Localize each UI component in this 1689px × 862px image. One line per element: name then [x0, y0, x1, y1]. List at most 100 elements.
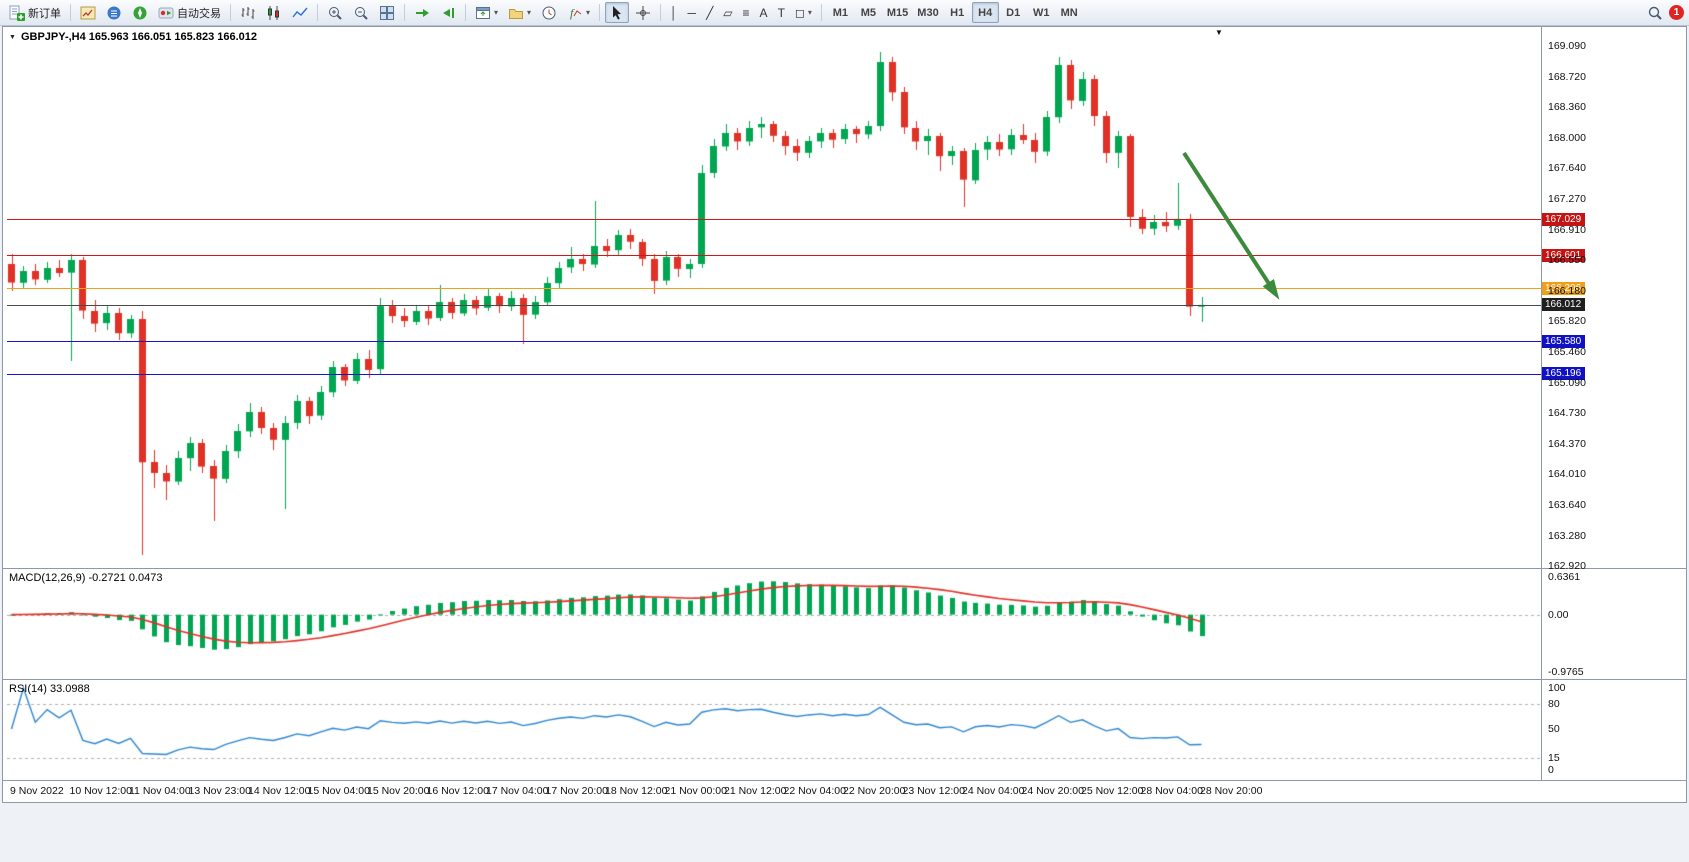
profiles-button[interactable]: ▾: [504, 2, 535, 23]
hline-166.012[interactable]: [7, 304, 1541, 306]
vertical-line-icon: │: [670, 5, 678, 20]
time-label: 15 Nov 20:00: [367, 785, 430, 797]
data-window-button[interactable]: [102, 2, 126, 23]
price-tick: 164.010: [1548, 468, 1586, 481]
time-label: 11 Nov 04:00: [129, 785, 191, 797]
price-tick: 168.000: [1548, 131, 1586, 144]
candlestick-chart-button[interactable]: [262, 2, 286, 23]
price-tick: 166.550: [1548, 253, 1586, 266]
time-label: 18 Nov 12:00: [605, 785, 668, 797]
dropdown-arrow-icon: ▾: [586, 8, 591, 17]
navigator-icon: [133, 6, 147, 19]
main-toolbar: 新订单 自动交易 ▾ ▾ f ▾ │ ─ ╱ ▱ ≡ A: [0, 0, 1689, 26]
line-chart-button[interactable]: [288, 2, 312, 23]
search-button[interactable]: [1643, 2, 1667, 23]
chart-shift-icon: [443, 7, 454, 18]
rsi-canvas[interactable]: [7, 680, 1541, 780]
rsi-axis-label: 100: [1548, 682, 1566, 694]
period-button[interactable]: [537, 2, 561, 23]
channel-button[interactable]: ▱: [719, 2, 736, 23]
price-tick: 167.270: [1548, 193, 1586, 206]
time-label: 10 Nov 12:00: [69, 785, 132, 797]
rsi-axis-label: 0: [1548, 764, 1554, 776]
timeframe-m1-button[interactable]: M1: [827, 2, 854, 23]
trendline-button[interactable]: ╱: [702, 2, 717, 23]
panel-separator[interactable]: [3, 568, 1686, 569]
zoom-in-button[interactable]: [323, 2, 347, 23]
trendline-icon: ╱: [706, 5, 714, 20]
timeframe-m5-button[interactable]: M5: [855, 2, 882, 23]
tile-windows-button[interactable]: [375, 2, 399, 23]
price-tag-165.580: 165.580: [1542, 334, 1586, 348]
time-label: 14 Nov 12:00: [248, 785, 311, 797]
clock-icon: [542, 6, 556, 19]
cursor-icon: [613, 5, 622, 20]
notification-badge[interactable]: 1: [1669, 5, 1684, 20]
crosshair-button[interactable]: [631, 2, 655, 23]
toolbar-separator: [317, 4, 318, 21]
macd-canvas[interactable]: [7, 569, 1541, 679]
zoom-out-icon: [355, 6, 368, 20]
time-label: 21 Nov 00:00: [664, 785, 727, 797]
rsi-indicator-label: RSI(14) 33.0988: [9, 683, 90, 695]
panel-separator[interactable]: [3, 679, 1686, 680]
timeframe-h4-button[interactable]: H4: [971, 2, 999, 23]
data-window-icon: [107, 6, 121, 19]
timeframe-m30-button[interactable]: M30: [913, 2, 942, 23]
cursor-button[interactable]: [605, 2, 630, 23]
svg-text:f: f: [570, 6, 575, 20]
indicators-icon: f: [570, 6, 582, 20]
hline-166.601[interactable]: [7, 255, 1541, 257]
hline-167.029[interactable]: [7, 219, 1541, 221]
hline-165.580[interactable]: [7, 341, 1541, 343]
horizontal-line-button[interactable]: ─: [684, 2, 701, 23]
one-click-trading-toggle[interactable]: ▼: [9, 33, 16, 41]
text-tool-button[interactable]: A: [756, 2, 772, 23]
label-tool-button[interactable]: T: [774, 2, 789, 23]
price-tick: 164.730: [1548, 407, 1586, 420]
chart-window: ▼ GBPJPY-,H4 165.963 166.051 165.823 166…: [2, 26, 1687, 803]
timeframe-d1-button[interactable]: D1: [1000, 2, 1027, 23]
timeframe-mn-button[interactable]: MN: [1056, 2, 1083, 23]
chart-shift-marker[interactable]: ▼: [1215, 28, 1223, 37]
price-tick: 165.460: [1548, 345, 1586, 358]
price-tick: 167.640: [1548, 162, 1586, 175]
chart-shift-button[interactable]: [436, 2, 460, 23]
price-tick: 169.090: [1548, 39, 1586, 52]
vertical-line-button[interactable]: │: [666, 2, 682, 23]
hline-165.196[interactable]: [7, 373, 1541, 375]
auto-scroll-button[interactable]: [410, 2, 434, 23]
new-chart-icon: [476, 6, 490, 19]
toolbar-separator: [820, 4, 822, 21]
time-label: 17 Nov 04:00: [486, 785, 549, 797]
fibonacci-icon: ≡: [742, 5, 750, 20]
price-tick: 163.640: [1548, 499, 1586, 512]
autotrading-button[interactable]: 自动交易: [154, 2, 225, 23]
price-axis[interactable]: 167.029 166.601 166.206 166.012 165.580 165.1…: [1542, 27, 1686, 802]
timeframe-h1-button[interactable]: H1: [944, 2, 971, 23]
candles-canvas[interactable]: [7, 29, 1541, 568]
time-axis[interactable]: 9 Nov 2022 10 Nov 12:00 11 Nov 04:00 13 Nov…: [7, 781, 1541, 802]
new-chart-button[interactable]: ▾: [471, 2, 502, 23]
price-tick: 168.360: [1548, 101, 1586, 114]
bar-chart-button[interactable]: [236, 2, 260, 23]
zoom-out-button[interactable]: [349, 2, 373, 23]
timeframe-m15-button[interactable]: M15: [883, 2, 912, 23]
price-axis-border: [1541, 27, 1542, 781]
price-tick: 165.820: [1548, 315, 1586, 328]
indicators-button[interactable]: f ▾: [563, 2, 594, 23]
fibonacci-button[interactable]: ≡: [739, 2, 754, 23]
shapes-button[interactable]: ◻ ▾: [791, 2, 816, 23]
time-label: 28 Nov 20:00: [1200, 785, 1263, 797]
market-watch-button[interactable]: [76, 2, 100, 23]
hline-166.206[interactable]: [7, 288, 1541, 290]
navigator-button[interactable]: [128, 2, 152, 23]
line-chart-icon: [292, 7, 308, 17]
rsi-axis-label: 80: [1548, 698, 1560, 711]
new-order-button[interactable]: 新订单: [5, 2, 65, 23]
price-tick: 168.720: [1548, 71, 1586, 84]
search-icon: [1648, 6, 1662, 20]
shapes-icon: ◻: [794, 5, 805, 20]
timeframe-w1-button[interactable]: W1: [1028, 2, 1055, 23]
channel-icon: ▱: [723, 5, 733, 20]
